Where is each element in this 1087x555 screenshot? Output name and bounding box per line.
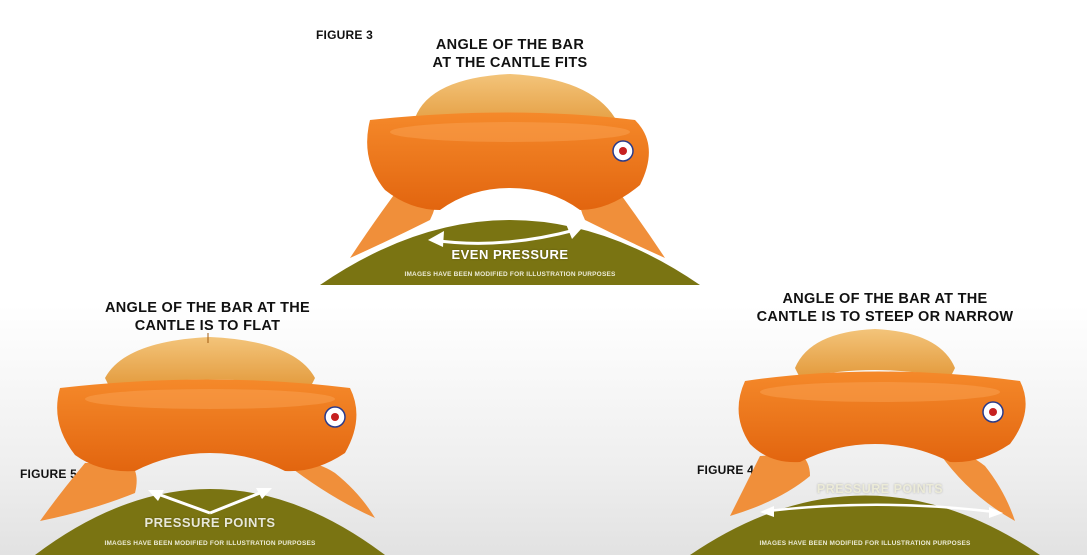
figure-4-illustration: PRESSURE POINTS IMAGES HAVE BEEN MODIFIE… (690, 326, 1040, 555)
figure-3-caption-line-2: AT THE CANTLE FITS (432, 55, 588, 71)
figure-4-right-bar (940, 452, 1015, 521)
figure-3-caption: ANGLE OF THE BAR AT THE CANTLE FITS (390, 36, 630, 72)
figure-5-caption-line-1: ANGLE OF THE BAR AT THE (104, 300, 311, 316)
figure-5-label: FIGURE 5 (20, 467, 77, 481)
figure-3-even-pressure-arrow (431, 228, 576, 245)
figure-4-pressure-arrow (767, 503, 996, 514)
figure-5-caption-line-2: CANTLE IS TO FLAT (134, 318, 281, 334)
figure-3-disclaimer: IMAGES HAVE BEEN MODIFIED FOR ILLUSTRATI… (404, 271, 616, 278)
figure-4-disclaimer: IMAGES HAVE BEEN MODIFIED FOR ILLUSTRATI… (759, 540, 971, 547)
figure-4-pressure-text: PRESSURE POINTS (816, 482, 944, 496)
figure-5-caption: ANGLE OF THE BAR AT THE CANTLE IS TO FLA… (80, 299, 335, 335)
figure-4-caption: ANGLE OF THE BAR AT THE CANTLE IS TO STE… (740, 290, 1030, 326)
figure-5-pressure-arrows (154, 489, 266, 515)
figure-4-caption-line-2: CANTLE IS TO STEEP OR NARROW (756, 309, 1014, 325)
figure-4-label: FIGURE 4 (697, 463, 754, 477)
figure-4-cantle (795, 329, 955, 378)
figure-3-horse-back (320, 220, 700, 285)
figure-5-illustration: PRESSURE POINTS IMAGES HAVE BEEN MODIFIE… (30, 333, 390, 555)
figure-4-left-bar (730, 454, 810, 516)
figure-5-pressure-text: PRESSURE POINTS (144, 515, 276, 530)
figure-5-horse-back (35, 489, 385, 555)
figure-5-right-bar (285, 461, 375, 518)
figure-3-caption-line-1: ANGLE OF THE BAR (435, 37, 585, 53)
figure-4-caption-line-1: ANGLE OF THE BAR AT THE (782, 291, 988, 307)
figure-3-illustration: EVEN PRESSURE IMAGES HAVE BEEN MODIFIED … (310, 70, 710, 285)
figure-3-pressure-text: EVEN PRESSURE (451, 247, 569, 262)
figure-3-saddle-highlight (390, 122, 630, 142)
figure-3-label: FIGURE 3 (316, 28, 373, 42)
figure-5-disclaimer: IMAGES HAVE BEEN MODIFIED FOR ILLUSTRATI… (104, 540, 316, 547)
figure-5-cantle (105, 337, 315, 388)
figure-5-left-bar (40, 463, 137, 521)
